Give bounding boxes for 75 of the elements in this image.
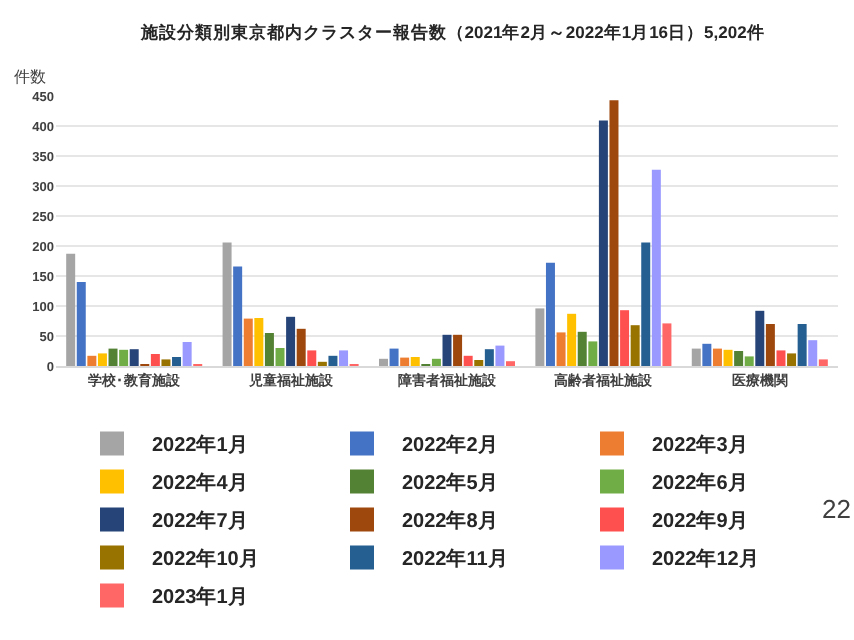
bar bbox=[339, 350, 349, 366]
legend-label: 2022年9月 bbox=[652, 509, 748, 534]
bar bbox=[588, 341, 598, 366]
bar bbox=[108, 348, 118, 366]
legend-label: 2022年4月 bbox=[152, 471, 248, 496]
bar bbox=[484, 349, 494, 366]
bar bbox=[797, 324, 807, 366]
bar bbox=[691, 348, 701, 366]
legend-label: 2022年3月 bbox=[652, 433, 748, 458]
bar bbox=[744, 356, 754, 366]
bar bbox=[431, 358, 441, 366]
bar bbox=[577, 331, 587, 366]
bar bbox=[307, 350, 317, 366]
legend-label: 2022年8月 bbox=[402, 509, 498, 534]
bar bbox=[97, 353, 107, 366]
bar bbox=[463, 355, 473, 366]
bar bbox=[776, 350, 786, 366]
bar bbox=[328, 355, 338, 366]
bar bbox=[474, 360, 484, 366]
bar bbox=[567, 313, 577, 366]
bar bbox=[76, 282, 86, 366]
bar bbox=[254, 318, 264, 366]
legend-label: 2022年7月 bbox=[152, 509, 248, 534]
bar bbox=[243, 318, 253, 366]
bar bbox=[734, 351, 744, 366]
bar bbox=[495, 345, 505, 366]
bar bbox=[264, 333, 274, 366]
bar bbox=[808, 340, 818, 366]
bar bbox=[378, 358, 388, 366]
bar bbox=[787, 353, 797, 366]
bar bbox=[286, 316, 296, 366]
bar bbox=[641, 242, 651, 366]
bar bbox=[702, 343, 712, 366]
bar bbox=[129, 349, 139, 366]
legend-label: 2022年11月 bbox=[402, 547, 508, 572]
bar bbox=[182, 342, 192, 366]
bar bbox=[66, 253, 76, 366]
bar bbox=[712, 348, 722, 366]
bar bbox=[400, 357, 410, 366]
text: 22 bbox=[822, 494, 851, 524]
legend-label: 2022年5月 bbox=[402, 471, 498, 496]
legend-label: 2022年6月 bbox=[652, 471, 748, 496]
bar bbox=[233, 266, 243, 366]
bar bbox=[535, 308, 545, 366]
chart-title: 施設分類別東京都内クラスター報告数（2021年2月～2022年1月16日）5,202件 bbox=[138, 21, 765, 42]
bar bbox=[556, 332, 566, 366]
bar bbox=[161, 359, 171, 366]
bar bbox=[410, 357, 420, 366]
bar bbox=[651, 169, 661, 366]
bar bbox=[453, 334, 463, 366]
legend-label: 2022年10月 bbox=[152, 547, 259, 572]
legend-label: 2022年12月 bbox=[652, 547, 759, 572]
bar bbox=[389, 348, 399, 366]
bar bbox=[630, 325, 640, 366]
bar bbox=[545, 262, 555, 366]
legend-label: 2022年2月 bbox=[402, 433, 498, 458]
bar bbox=[222, 242, 232, 366]
bar bbox=[755, 310, 765, 366]
bar bbox=[662, 323, 672, 366]
bar bbox=[765, 324, 775, 366]
legend-label: 2023年1月 bbox=[152, 585, 248, 610]
bar bbox=[87, 355, 97, 366]
bar bbox=[296, 328, 306, 366]
y-axis-title: 件数 bbox=[14, 68, 46, 86]
legend-label: 2022年1月 bbox=[152, 433, 248, 458]
bar bbox=[150, 354, 160, 366]
bar bbox=[723, 349, 733, 366]
bar bbox=[119, 349, 129, 366]
bar bbox=[442, 334, 452, 366]
bar bbox=[620, 310, 630, 366]
bar bbox=[275, 348, 285, 366]
bar bbox=[172, 357, 182, 366]
bar bbox=[818, 359, 828, 366]
bar bbox=[609, 100, 619, 366]
bar bbox=[598, 120, 608, 366]
